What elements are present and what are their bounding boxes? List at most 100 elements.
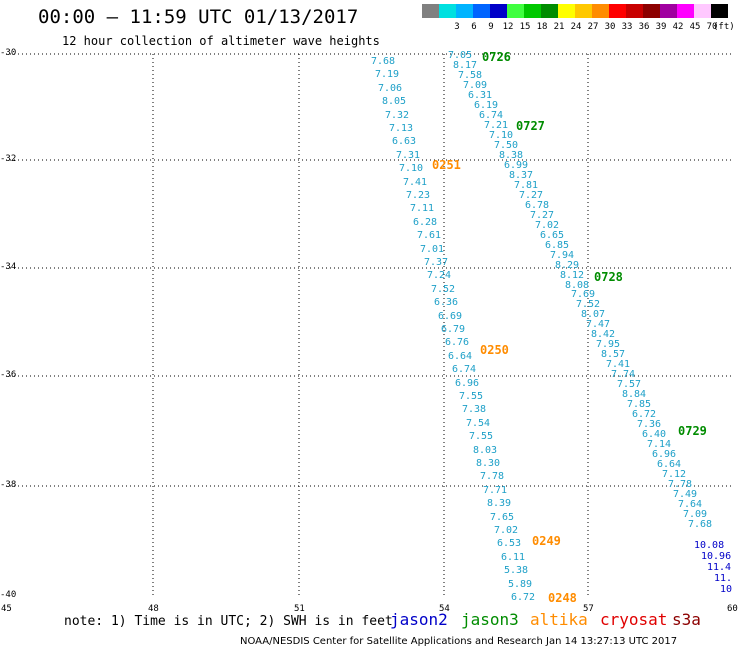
legend-cryosat: cryosat [600, 610, 668, 629]
wave-height-value: 6.64 [657, 459, 682, 470]
wave-height-value: 7.64 [678, 499, 703, 510]
lon-label: 51 [294, 604, 305, 614]
pass-label: 0729 [678, 424, 707, 438]
wave-height-value: 7.10 [399, 163, 424, 174]
scale-label: 18 [536, 22, 548, 32]
wave-height-value: 7.23 [406, 190, 431, 201]
wave-height-value: 8.17 [453, 60, 478, 71]
wave-height-value: 11.4 [707, 562, 732, 573]
map-subtitle: 12 hour collection of altimeter wave hei… [62, 34, 380, 48]
scale-swatch [473, 4, 490, 18]
wave-height-value: 6.69 [438, 311, 463, 322]
wave-height-value: 8.39 [487, 498, 512, 509]
wave-height-value: 10 [720, 584, 733, 595]
scale-unit: (ft) [713, 22, 735, 32]
wave-height-value: 6.99 [504, 160, 529, 171]
wave-height-value: 6.79 [441, 324, 466, 335]
scale-label: 39 [655, 22, 667, 32]
footer-note: note: 1) Time is in UTC; 2) SWH is in fe… [64, 614, 393, 629]
lat-label: -32 [0, 154, 17, 164]
wave-height-value: 8.38 [499, 150, 524, 161]
wave-height-value: 7.50 [494, 140, 519, 151]
wave-height-value: 7.71 [483, 485, 508, 496]
wave-height-value: 7.55 [469, 431, 494, 442]
wave-height-value: 8.29 [555, 260, 580, 271]
scale-label: 70 [706, 22, 718, 32]
scale-swatch [660, 4, 677, 18]
wave-height-value: 7.01 [420, 244, 445, 255]
wave-height-value: 7.52 [431, 284, 456, 295]
wave-height-value: 7.37 [424, 257, 449, 268]
scale-swatch [694, 4, 711, 18]
scale-label: 12 [502, 22, 514, 32]
wave-height-value: 8.57 [601, 349, 626, 360]
wave-height-value: 10.96 [701, 551, 732, 562]
lon-label: 45 [1, 604, 12, 614]
wave-height-value: 7.09 [463, 80, 488, 91]
scale-swatch [456, 4, 473, 18]
scale-swatch [609, 4, 626, 18]
scale-label: 33 [621, 22, 633, 32]
pass-label: 0249 [532, 534, 561, 548]
wave-height-value: 6.19 [474, 100, 499, 111]
pass-label: 0248 [548, 591, 577, 605]
scale-swatch [643, 4, 660, 18]
scale-swatch [490, 4, 507, 18]
scale-label: 27 [587, 22, 599, 32]
wave-height-value: 7.78 [480, 471, 505, 482]
wave-height-value: 6.63 [392, 136, 417, 147]
wave-height-value: 7.24 [427, 270, 452, 281]
wave-height-value: 7.49 [673, 489, 698, 500]
wave-height-value: 8.08 [565, 280, 590, 291]
wave-height-value: 5.38 [504, 565, 529, 576]
pass-label: 0726 [482, 50, 511, 64]
scale-swatch [626, 4, 643, 18]
wave-height-value: 7.38 [462, 404, 487, 415]
scale-label: 36 [638, 22, 650, 32]
wave-height-value: 6.36 [434, 297, 459, 308]
wave-height-value: 7.61 [417, 230, 442, 241]
lon-label: 60 [727, 604, 738, 614]
wave-height-value: 8.05 [382, 96, 407, 107]
wave-height-value: 7.13 [389, 123, 414, 134]
scale-label: 15 [519, 22, 531, 32]
wave-height-value: 7.58 [458, 70, 483, 81]
scale-label: 42 [672, 22, 684, 32]
wave-height-value: 7.02 [535, 220, 560, 231]
scale-label: 45 [689, 22, 701, 32]
wave-height-value: 7.36 [637, 419, 662, 430]
legend-altika: altika [530, 610, 588, 629]
wave-height-value: 7.32 [385, 110, 410, 121]
scale-label: 21 [553, 22, 565, 32]
wave-height-value: 7.54 [466, 418, 491, 429]
wave-height-value: 8.30 [476, 458, 501, 469]
wave-height-value: 7.41 [606, 359, 631, 370]
wave-height-value: 7.47 [586, 319, 611, 330]
wave-height-value: 6.64 [448, 351, 473, 362]
wave-height-value: 7.02 [494, 525, 519, 536]
wave-height-value: 8.12 [560, 270, 585, 281]
wave-height-value: 6.96 [652, 449, 677, 460]
wave-height-value: 7.10 [489, 130, 514, 141]
wave-height-value: 6.72 [511, 592, 536, 603]
wave-height-value: 6.74 [452, 364, 477, 375]
scale-swatch [524, 4, 541, 18]
wave-height-value: 6.96 [455, 378, 480, 389]
wave-height-value: 7.21 [484, 120, 509, 131]
wave-height-value: 6.76 [445, 337, 470, 348]
wave-height-value: 6.40 [642, 429, 667, 440]
wave-height-value: 7.65 [490, 512, 515, 523]
credit-line: NOAA/NESDIS Center for Satellite Applica… [240, 636, 678, 647]
wave-height-value: 6.28 [413, 217, 438, 228]
scale-label: 9 [488, 22, 494, 32]
wave-height-value: 7.06 [378, 83, 403, 94]
scale-swatch [558, 4, 575, 18]
lat-label: -40 [0, 590, 17, 600]
wave-height-value: 7.31 [396, 150, 421, 161]
wave-height-value: 6.31 [468, 90, 493, 101]
wave-height-value: 7.68 [688, 519, 713, 530]
pass-label: 0250 [480, 343, 509, 357]
wave-height-value: 7.85 [627, 399, 652, 410]
wave-height-value: 7.19 [375, 69, 400, 80]
